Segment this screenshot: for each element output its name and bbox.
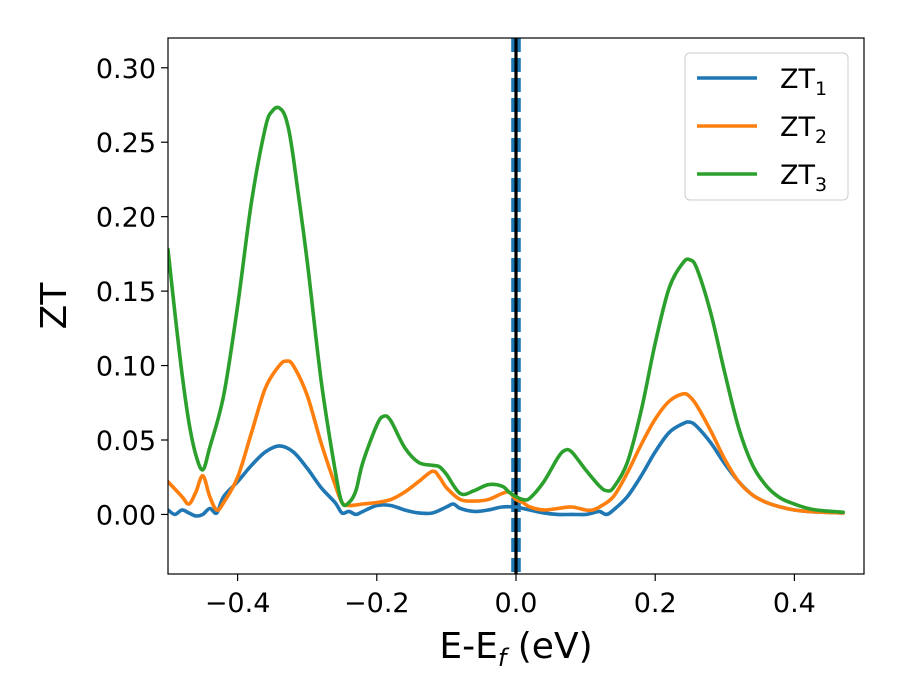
x-axis-label: E-Ef (eV): [439, 626, 592, 672]
series-lines: [168, 105, 845, 518]
x-tick-label: −0.4: [205, 588, 271, 619]
legend-label-main: ZT: [780, 160, 815, 191]
y-tick-label: 0.10: [96, 352, 156, 383]
y-tick-label: 0.00: [96, 500, 156, 531]
y-tick-label: 0.05: [96, 426, 156, 457]
y-tick-label: 0.30: [96, 54, 156, 85]
legend-label-main: ZT: [780, 112, 815, 143]
y-tick-label: 0.25: [96, 128, 156, 159]
x-axis-label-unit: (eV): [506, 626, 592, 667]
x-axis-label-main: E-E: [439, 626, 497, 667]
y-axis-ticks: 0.00 0.05 0.10 0.15 0.20 0.25 0.30: [96, 54, 168, 531]
x-axis-ticks: −0.4 −0.2 0.0 0.2 0.4: [205, 574, 816, 619]
legend-box: [684, 52, 849, 201]
x-tick-label: 0.4: [773, 588, 816, 619]
legend-label-subscript: 1: [815, 78, 827, 100]
series-line-zt2: [168, 359, 845, 515]
series-line-zt3: [168, 105, 845, 515]
series-line-zt1: [168, 420, 845, 518]
legend-label-zt2: ZT2: [780, 112, 827, 148]
legend-label-zt1: ZT1: [780, 64, 827, 100]
legend-label-zt3: ZT3: [780, 160, 827, 196]
y-tick-label: 0.20: [96, 203, 156, 234]
y-tick-label: 0.15: [96, 277, 156, 308]
legend-label-subscript: 2: [815, 126, 827, 148]
x-tick-label: 0.0: [495, 588, 538, 619]
y-axis-label: ZT: [34, 282, 75, 330]
x-tick-label: 0.2: [634, 588, 677, 619]
reference-lines: [511, 38, 521, 574]
legend-label-main: ZT: [780, 64, 815, 95]
legend-label-subscript: 3: [815, 174, 827, 196]
x-tick-label: −0.2: [344, 588, 410, 619]
